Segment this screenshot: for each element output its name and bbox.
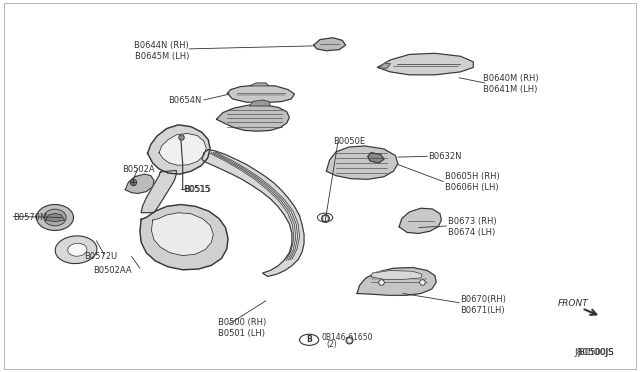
Text: J80500JS: J80500JS — [574, 348, 614, 357]
Ellipse shape — [68, 243, 87, 256]
Polygon shape — [380, 64, 390, 68]
Text: B0515: B0515 — [182, 185, 209, 194]
Polygon shape — [378, 53, 473, 75]
Polygon shape — [216, 105, 289, 131]
Text: J80500JS: J80500JS — [577, 348, 614, 357]
Polygon shape — [368, 153, 384, 163]
Polygon shape — [371, 270, 422, 279]
Text: B: B — [307, 335, 312, 344]
Text: B0515: B0515 — [184, 185, 211, 194]
Polygon shape — [314, 38, 346, 51]
Text: B0670(RH)
B0671(LH): B0670(RH) B0671(LH) — [461, 295, 506, 315]
Polygon shape — [45, 214, 65, 222]
Text: (2): (2) — [326, 340, 337, 349]
Ellipse shape — [44, 209, 66, 226]
Polygon shape — [159, 134, 206, 165]
Polygon shape — [148, 125, 210, 174]
Text: B0572U: B0572U — [84, 252, 117, 261]
Polygon shape — [202, 150, 304, 276]
Text: B0502AA: B0502AA — [93, 266, 132, 275]
Polygon shape — [250, 100, 270, 106]
Text: B0654N: B0654N — [168, 96, 202, 105]
Polygon shape — [125, 174, 154, 193]
Polygon shape — [250, 83, 269, 86]
Polygon shape — [140, 205, 228, 270]
Polygon shape — [141, 170, 176, 213]
Text: 0B146-61650: 0B146-61650 — [321, 333, 372, 342]
Text: B0050E: B0050E — [333, 137, 365, 146]
Text: B0502A: B0502A — [122, 165, 155, 174]
Text: B0632N: B0632N — [429, 152, 462, 161]
Polygon shape — [357, 267, 436, 295]
Text: FRONT: FRONT — [557, 299, 588, 308]
Polygon shape — [326, 146, 398, 179]
Ellipse shape — [55, 236, 97, 264]
Text: B0673 (RH)
B0674 (LH): B0673 (RH) B0674 (LH) — [448, 217, 497, 237]
Text: B0644N (RH)
B0645M (LH): B0644N (RH) B0645M (LH) — [134, 41, 189, 61]
Polygon shape — [227, 85, 294, 103]
Text: B0605H (RH)
B0606H (LH): B0605H (RH) B0606H (LH) — [445, 172, 499, 192]
Polygon shape — [399, 208, 442, 234]
Text: B0500 (RH)
B0501 (LH): B0500 (RH) B0501 (LH) — [218, 318, 266, 338]
Polygon shape — [152, 213, 213, 256]
Text: B0570M: B0570M — [13, 213, 48, 222]
Ellipse shape — [36, 205, 74, 231]
Text: B0640M (RH)
B0641M (LH): B0640M (RH) B0641M (LH) — [483, 74, 538, 94]
